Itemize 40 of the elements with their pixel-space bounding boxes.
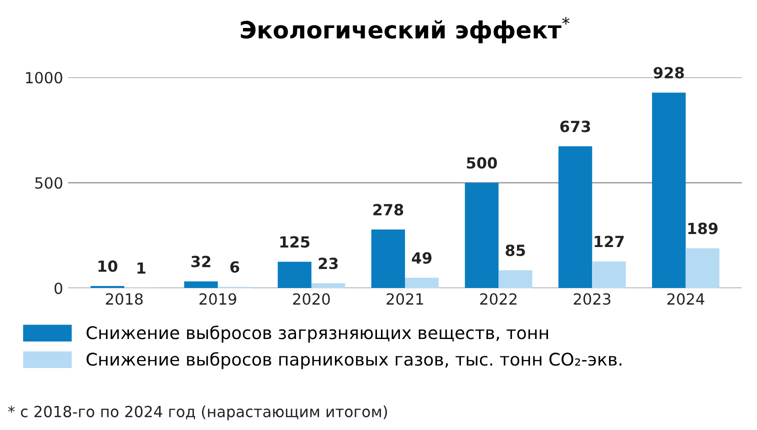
x-tick-label: 2020 (293, 293, 330, 305)
data-label: 125 (280, 236, 310, 248)
legend-label: Снижение выбросов загрязняющих веществ, тонн (86, 326, 548, 343)
data-label: 928 (654, 66, 684, 78)
bar (404, 278, 439, 288)
data-label: 32 (191, 256, 210, 268)
data-label: 10 (98, 260, 118, 272)
bar (184, 281, 218, 288)
x-tick-label: 2024 (667, 293, 704, 305)
data-label: 673 (560, 120, 590, 132)
bar (686, 248, 720, 288)
data-label: 85 (506, 244, 525, 256)
x-tick-label: 2021 (386, 293, 424, 305)
x-tick-label: 2019 (200, 293, 236, 305)
bar (278, 262, 312, 288)
legend-label: Снижение выбросов парниковых газов, тыс. тонн CO₂-экв. (86, 352, 622, 370)
data-label: 1 (138, 262, 146, 274)
bar (90, 286, 124, 288)
bar (592, 261, 626, 288)
chart-title: Экологический эффект$^{*}$ (240, 17, 570, 44)
bar (464, 182, 499, 288)
data-label: 500 (466, 157, 497, 169)
y-tick-label: 0 (54, 282, 62, 294)
bar (498, 270, 532, 288)
data-label: 127 (594, 236, 624, 248)
y-tick-label: 1000 (26, 72, 62, 84)
bar (652, 92, 686, 288)
data-label: 6 (230, 261, 240, 273)
bar (371, 230, 405, 288)
data-label: 23 (318, 258, 338, 270)
data-label: 189 (688, 222, 718, 234)
text: * с 2018-го по 2024 год (нарастающим итогом) (8, 406, 387, 420)
data-label: 278 (373, 204, 404, 216)
x-tick-label: 2018 (106, 293, 143, 305)
data-label: 49 (412, 252, 432, 264)
x-tick-label: 2023 (574, 293, 610, 305)
bar (311, 283, 346, 288)
bar (558, 146, 592, 288)
x-tick-label: 2022 (480, 293, 516, 305)
y-tick-label: 500 (35, 177, 62, 189)
